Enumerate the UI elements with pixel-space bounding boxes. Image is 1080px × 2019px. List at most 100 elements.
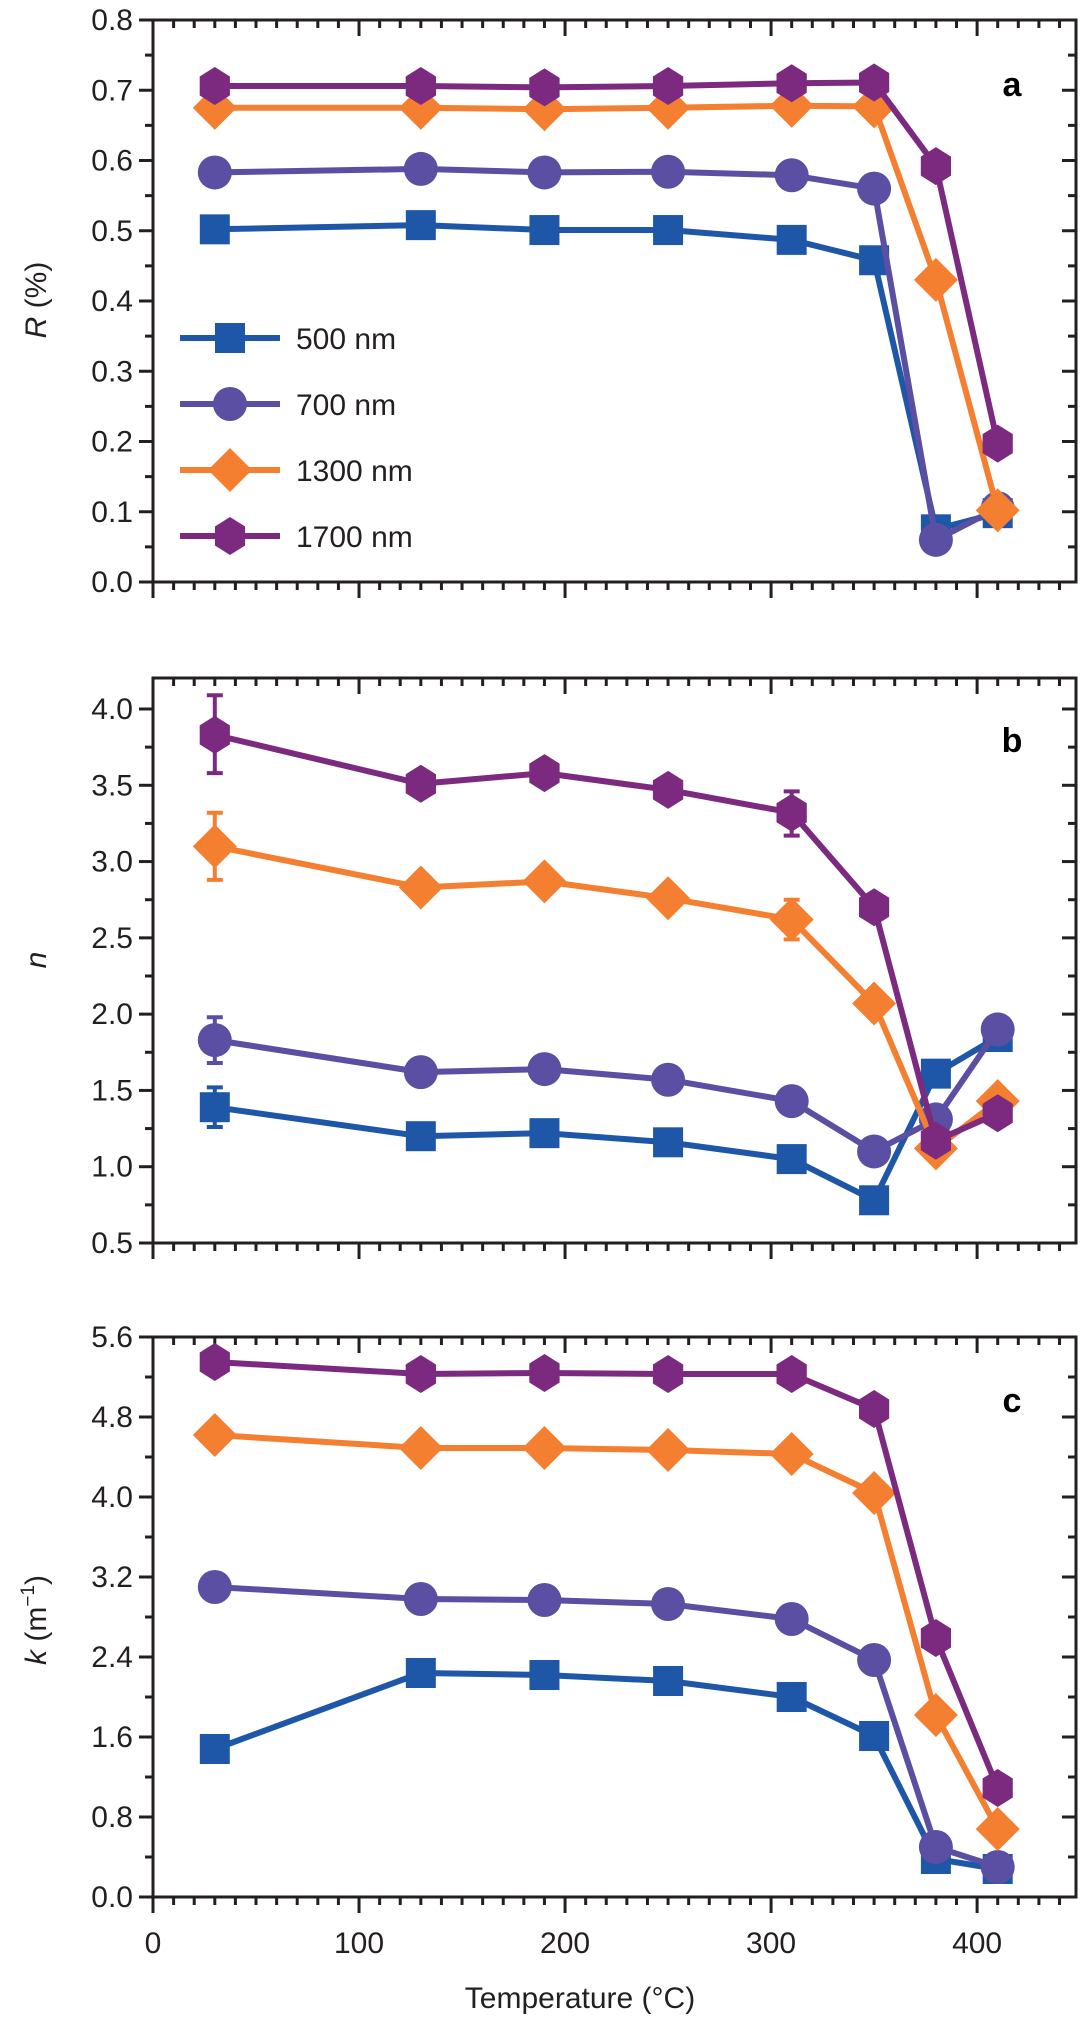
data-point: [859, 1721, 890, 1751]
x-tick-label: 100: [334, 1927, 384, 1960]
data-point: [918, 1830, 953, 1864]
data-point: [398, 865, 443, 910]
data-point: [975, 1807, 1020, 1851]
data-point: [192, 824, 237, 869]
y-tick-label: 0.1: [91, 496, 133, 529]
y-tick-label: 2.0: [91, 998, 133, 1031]
data-point: [769, 897, 814, 942]
series-line: [214, 102, 1001, 512]
panel-a: 0.0 0.1 0.2 0.3 0.4 0.5 0.6 0.7 0.8 R (%) a 500 nm 7…: [20, 4, 1078, 599]
data-point: [769, 1432, 814, 1476]
y-tick-label: 0.3: [91, 355, 133, 388]
panel-letter: b: [1002, 722, 1023, 760]
data-point: [852, 981, 897, 1026]
data-point: [920, 1121, 951, 1160]
data-point: [527, 1583, 562, 1617]
data-point: [527, 155, 562, 190]
y-tick-label: 5.6: [91, 1321, 133, 1354]
data-point: [529, 215, 560, 246]
data-point: [529, 1118, 560, 1149]
data-point: [980, 1012, 1015, 1047]
y-tick-label: 2.4: [91, 1641, 133, 1674]
y-axis-symbol: R: [20, 317, 53, 339]
y-axis-title: k (m−1): [18, 1575, 53, 1665]
data-point: [774, 1602, 809, 1636]
legend-label: 1700 nm: [296, 521, 413, 554]
data-point: [192, 1413, 237, 1457]
data-point: [980, 1850, 1015, 1884]
series-1300-nm: [192, 1413, 1020, 1851]
data-point: [405, 1355, 436, 1393]
plot-frame: [151, 18, 1078, 584]
data-point: [529, 68, 560, 107]
series-line: [214, 731, 999, 1144]
y-axis-symbol: n: [20, 952, 53, 969]
legend-marker: [214, 517, 246, 555]
data-point: [920, 1058, 951, 1089]
panel-b: 0.5 1.0 1.5 2.0 2.5 3.0 3.5 4.0 n b: [20, 676, 1078, 1260]
data-point: [652, 67, 684, 105]
data-point: [652, 770, 684, 809]
series-line: [213, 1670, 999, 1872]
data-point: [652, 1355, 684, 1393]
data-point: [199, 715, 230, 754]
plot-frame: [151, 1335, 1078, 1899]
series-1700-nm: [199, 63, 1013, 463]
series-line: [214, 79, 1001, 445]
data-point: [920, 147, 951, 186]
series-700-nm: [197, 1570, 1015, 1884]
legend: 500 nm 700 nm 1300 nm 1700 nm: [180, 323, 413, 555]
y-axis-title: R (%): [20, 262, 53, 339]
y-tick-label: 0.4: [91, 285, 133, 318]
y-tick-label: 3.2: [91, 1561, 133, 1594]
series-1700-nm: [199, 1343, 1013, 1807]
x-tick-label: 300: [746, 1927, 796, 1960]
legend-item: 1700 nm: [180, 517, 413, 555]
y-tick-label: 0.0: [91, 1881, 133, 1914]
legend-marker: [213, 387, 247, 421]
y-axis-title: n: [20, 952, 53, 969]
data-point: [852, 1471, 897, 1515]
y-tick-label: 0.6: [91, 145, 133, 178]
data-point: [776, 64, 807, 103]
data-point: [405, 67, 436, 105]
data-point: [199, 1092, 230, 1123]
y-tick-label: 3.5: [91, 769, 133, 802]
data-point: [913, 257, 958, 302]
y-tick-label: 4.0: [91, 693, 133, 726]
data-point: [918, 522, 953, 557]
data-point: [403, 151, 438, 186]
data-point: [776, 1355, 807, 1393]
y-tick-label: 0.0: [91, 566, 133, 599]
legend-marker: [208, 448, 252, 492]
series-500-nm: [199, 1658, 1013, 1884]
y-tick-label: 0.5: [91, 215, 133, 248]
data-point: [776, 793, 807, 832]
x-tick-label: 0: [145, 1927, 162, 1960]
data-point: [857, 1134, 892, 1169]
data-point: [774, 1084, 809, 1119]
y-tick-label: 0.8: [91, 1801, 133, 1834]
data-point: [859, 888, 890, 927]
data-point: [403, 1582, 438, 1616]
legend-item: 1300 nm: [180, 448, 413, 492]
data-point: [920, 1619, 951, 1657]
data-point: [857, 171, 892, 206]
series-line: [214, 1034, 1000, 1204]
series-line: [214, 1584, 999, 1870]
y-axis-symbol: k: [20, 1648, 53, 1665]
y-tick-label: 0.5: [91, 1227, 133, 1260]
y-tick-label: 0.2: [91, 426, 133, 459]
data-point: [199, 214, 230, 245]
x-tick-label: 400: [952, 1927, 1002, 1960]
plot-frame: [151, 676, 1078, 1245]
legend-label: 1300 nm: [296, 455, 413, 488]
data-point: [776, 224, 807, 255]
series-1700-nm: [199, 693, 1013, 1160]
y-tick-label: 4.0: [91, 1481, 133, 1514]
x-axis-title: Temperature (°C): [465, 1982, 695, 2015]
data-point: [199, 1734, 230, 1764]
series-700-nm: [197, 1012, 1015, 1169]
data-point: [859, 1185, 890, 1216]
data-point: [982, 1769, 1013, 1807]
